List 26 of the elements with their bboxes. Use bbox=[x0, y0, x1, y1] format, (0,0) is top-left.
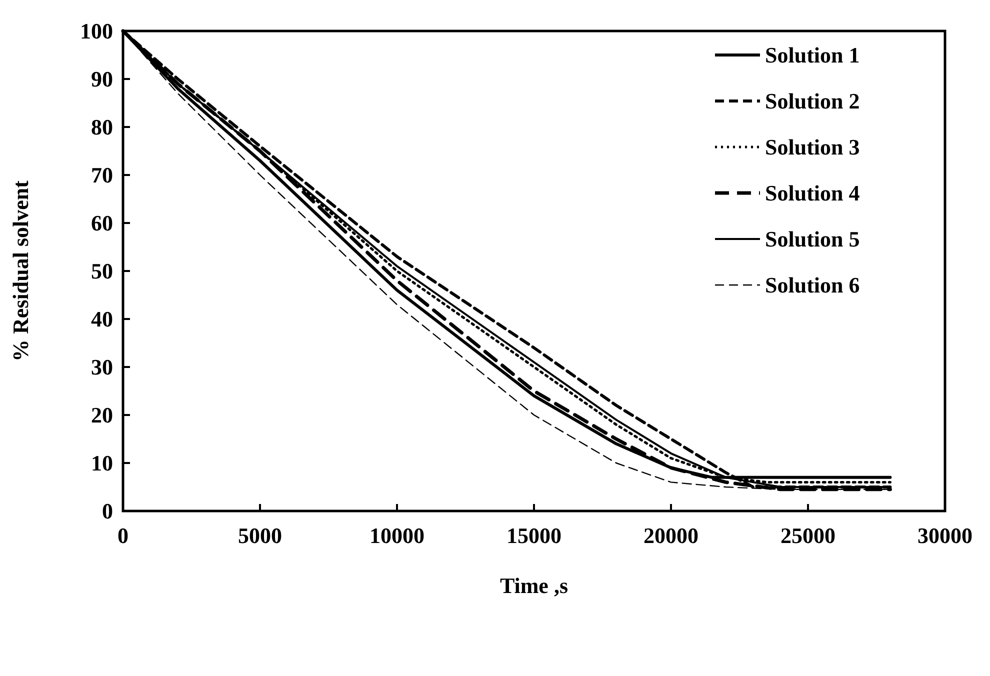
y-tick-label: 0 bbox=[102, 498, 113, 524]
y-tick-label: 70 bbox=[91, 162, 113, 188]
x-tick-label: 25000 bbox=[780, 523, 836, 548]
x-tick-label: 15000 bbox=[506, 523, 562, 548]
y-axis-title: % Residual solvent bbox=[8, 180, 33, 362]
x-axis-title: Time ,s bbox=[500, 573, 568, 598]
y-tick-label: 80 bbox=[91, 114, 113, 140]
x-tick-label: 10000 bbox=[370, 523, 424, 548]
legend-label: Solution 4 bbox=[765, 180, 860, 206]
legend-label: Solution 1 bbox=[765, 42, 860, 68]
y-tick-label: 10 bbox=[91, 450, 113, 476]
legend-label: Solution 5 bbox=[765, 226, 860, 252]
y-tick-label: 90 bbox=[91, 66, 113, 92]
x-tick-label: 20000 bbox=[644, 523, 698, 548]
x-tick-label: 30000 bbox=[918, 523, 972, 548]
y-tick-label: 100 bbox=[80, 18, 113, 44]
y-tick-label: 30 bbox=[91, 354, 113, 380]
y-tick-label: 60 bbox=[91, 210, 113, 236]
x-tick-label: 0 bbox=[118, 523, 128, 548]
y-tick-label: 50 bbox=[91, 258, 113, 284]
x-tick-label: 5000 bbox=[238, 523, 282, 548]
legend-label: Solution 6 bbox=[765, 272, 860, 298]
legend-label: Solution 2 bbox=[765, 88, 860, 114]
y-tick-label: 20 bbox=[91, 402, 113, 428]
legend-label: Solution 3 bbox=[765, 134, 860, 160]
y-tick-label: 40 bbox=[91, 306, 113, 332]
